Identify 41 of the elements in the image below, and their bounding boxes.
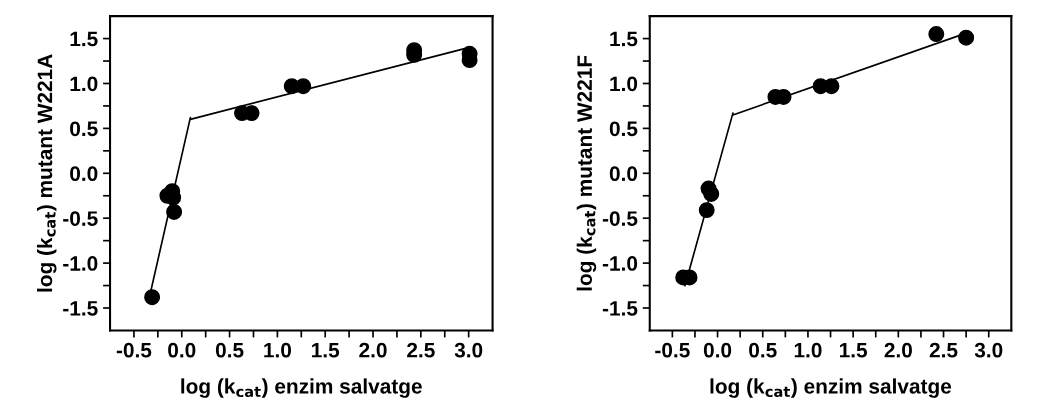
x-tick-label: 1.0 [264,342,292,358]
y-axis-title: log (k$_{cat}$) mutant W221A [36,54,57,292]
point [958,29,975,46]
x-axis-title: log (k$_{cat}$) enzim salvatge [181,378,422,398]
point [928,26,945,43]
point [295,78,312,95]
x-tick-label: 0.0 [168,342,196,358]
point [703,185,720,202]
x-tick-label: 2.5 [407,342,435,358]
y-axis-title: log (k$_{cat}$) mutant W221F [576,55,597,291]
x-tick-label: 3.0 [974,342,1003,358]
x-tick-label: 0.5 [215,342,244,358]
y-tick-label: 1.0 [70,76,98,92]
y-tick-label: -0.5 [602,211,638,226]
y-tick-label: -1.5 [602,301,638,316]
y-tick-label: -1.0 [602,256,638,271]
y-tick-label: 1.0 [610,76,638,92]
x-tick-label: 0.5 [749,342,777,358]
x-tick-label: 1.5 [839,343,868,358]
x-tick-label: 2.0 [884,342,912,358]
x-tick-label: 1.0 [794,342,822,358]
x-tick-label: 2.5 [929,342,958,358]
y-tick-label: 1.5 [610,31,638,47]
x-tick-label: 0.0 [703,342,732,358]
y-tick-label: -1.0 [63,256,98,271]
x-axis-title: log (k$_{cat}$) enzim salvatge [710,378,952,398]
point [144,289,161,306]
y-tick-label: -0.5 [63,211,98,226]
y-tick-label: 0.0 [70,166,98,182]
y-tick-label: 0.5 [70,121,98,137]
point [166,203,183,220]
y-tick-label: 0.0 [609,166,638,182]
x-tick-label: 2.0 [359,342,387,358]
x-tick-label: 1.5 [312,343,340,358]
y-tick-label: 0.5 [609,121,638,137]
y-tick-label: 1.5 [70,31,98,47]
y-tick-label: -1.5 [63,301,98,316]
x-tick-label: -0.5 [116,342,152,358]
x-tick-label: 3.0 [454,342,483,358]
x-tick-label: -0.5 [655,342,690,358]
point [698,202,715,219]
